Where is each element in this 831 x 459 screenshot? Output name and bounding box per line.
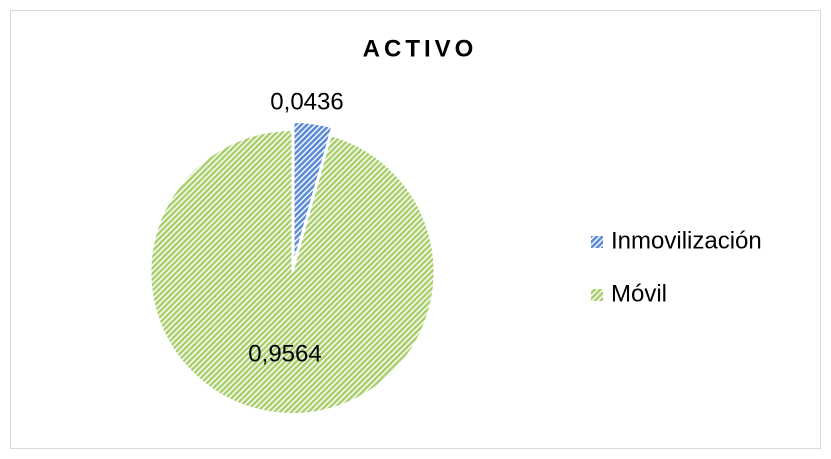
legend-marker [591, 289, 603, 301]
chart-title: ACTIVO [363, 35, 478, 62]
legend-label: Inmovilización [611, 227, 762, 254]
data-label: 0,9564 [248, 340, 321, 367]
legend-marker [591, 236, 603, 248]
pie-slice [292, 121, 334, 265]
legend-label: Móvil [611, 280, 667, 307]
data-label: 0,0436 [270, 88, 343, 115]
pie-slice [149, 128, 436, 415]
